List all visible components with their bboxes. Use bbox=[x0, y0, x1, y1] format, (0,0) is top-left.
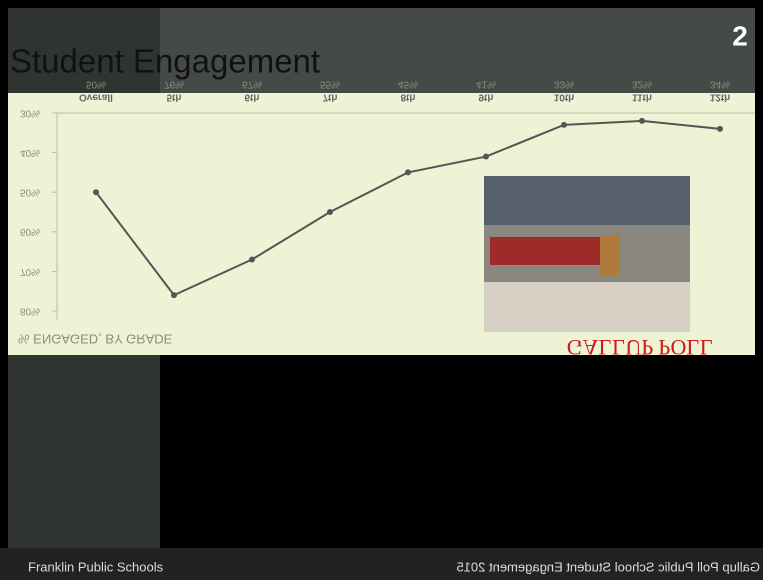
y-tick-label: 80% bbox=[20, 305, 40, 316]
x-tick-label: 5th bbox=[167, 91, 182, 102]
x-tick-label: 6th bbox=[245, 91, 260, 102]
photo-board bbox=[490, 237, 600, 265]
value-label: 76% bbox=[164, 78, 184, 89]
footer-left: Franklin Public Schools bbox=[28, 559, 164, 574]
chart-source: GALLUP POLL bbox=[567, 335, 713, 360]
footer-right: Gallup Poll Public School Student Engage… bbox=[456, 559, 760, 574]
point bbox=[561, 121, 567, 128]
value-label: 67% bbox=[242, 78, 262, 89]
value-label: 50% bbox=[86, 78, 106, 89]
point bbox=[171, 292, 177, 299]
footer-bar bbox=[0, 548, 763, 580]
photo-door bbox=[600, 235, 620, 275]
value-label: 34% bbox=[710, 78, 730, 89]
page-number: 2 bbox=[732, 20, 748, 51]
photo-floor bbox=[484, 282, 690, 332]
photo-ceiling bbox=[484, 176, 690, 225]
chart-title: % ENGAGED, BY GRADE bbox=[18, 332, 173, 347]
y-tick-label: 30% bbox=[20, 107, 40, 118]
x-tick-label: 11th bbox=[632, 91, 652, 102]
photo bbox=[484, 176, 690, 332]
value-label: 55% bbox=[320, 78, 340, 89]
y-tick-label: 50% bbox=[20, 187, 40, 198]
value-label: 32% bbox=[632, 78, 652, 89]
top-band bbox=[160, 8, 755, 93]
x-tick-label: 8th bbox=[401, 91, 416, 102]
y-tick-label: 60% bbox=[20, 226, 40, 237]
slide-title: Student Engagement bbox=[10, 43, 320, 80]
point bbox=[483, 153, 489, 160]
point bbox=[405, 169, 411, 176]
x-tick-label: Overall bbox=[79, 91, 113, 102]
point bbox=[93, 189, 99, 196]
y-tick-label: 40% bbox=[20, 147, 40, 158]
point bbox=[249, 256, 255, 263]
y-tick-label: 70% bbox=[20, 266, 40, 277]
point bbox=[717, 125, 723, 132]
value-label: 41% bbox=[476, 78, 496, 89]
value-label: 33% bbox=[554, 78, 574, 89]
value-label: 45% bbox=[398, 78, 418, 89]
point bbox=[327, 209, 333, 215]
flipped-chart-image: 30% 40% 50% 60% 70% 80% % ENGAGED, BY GRADE Ove… bbox=[8, 78, 755, 360]
x-tick-label: 7th bbox=[323, 91, 338, 102]
x-tick-label: 10th bbox=[554, 91, 575, 102]
point bbox=[639, 117, 645, 124]
x-tick-label: 9th bbox=[479, 91, 494, 102]
x-tick-label: 12th bbox=[710, 91, 731, 102]
